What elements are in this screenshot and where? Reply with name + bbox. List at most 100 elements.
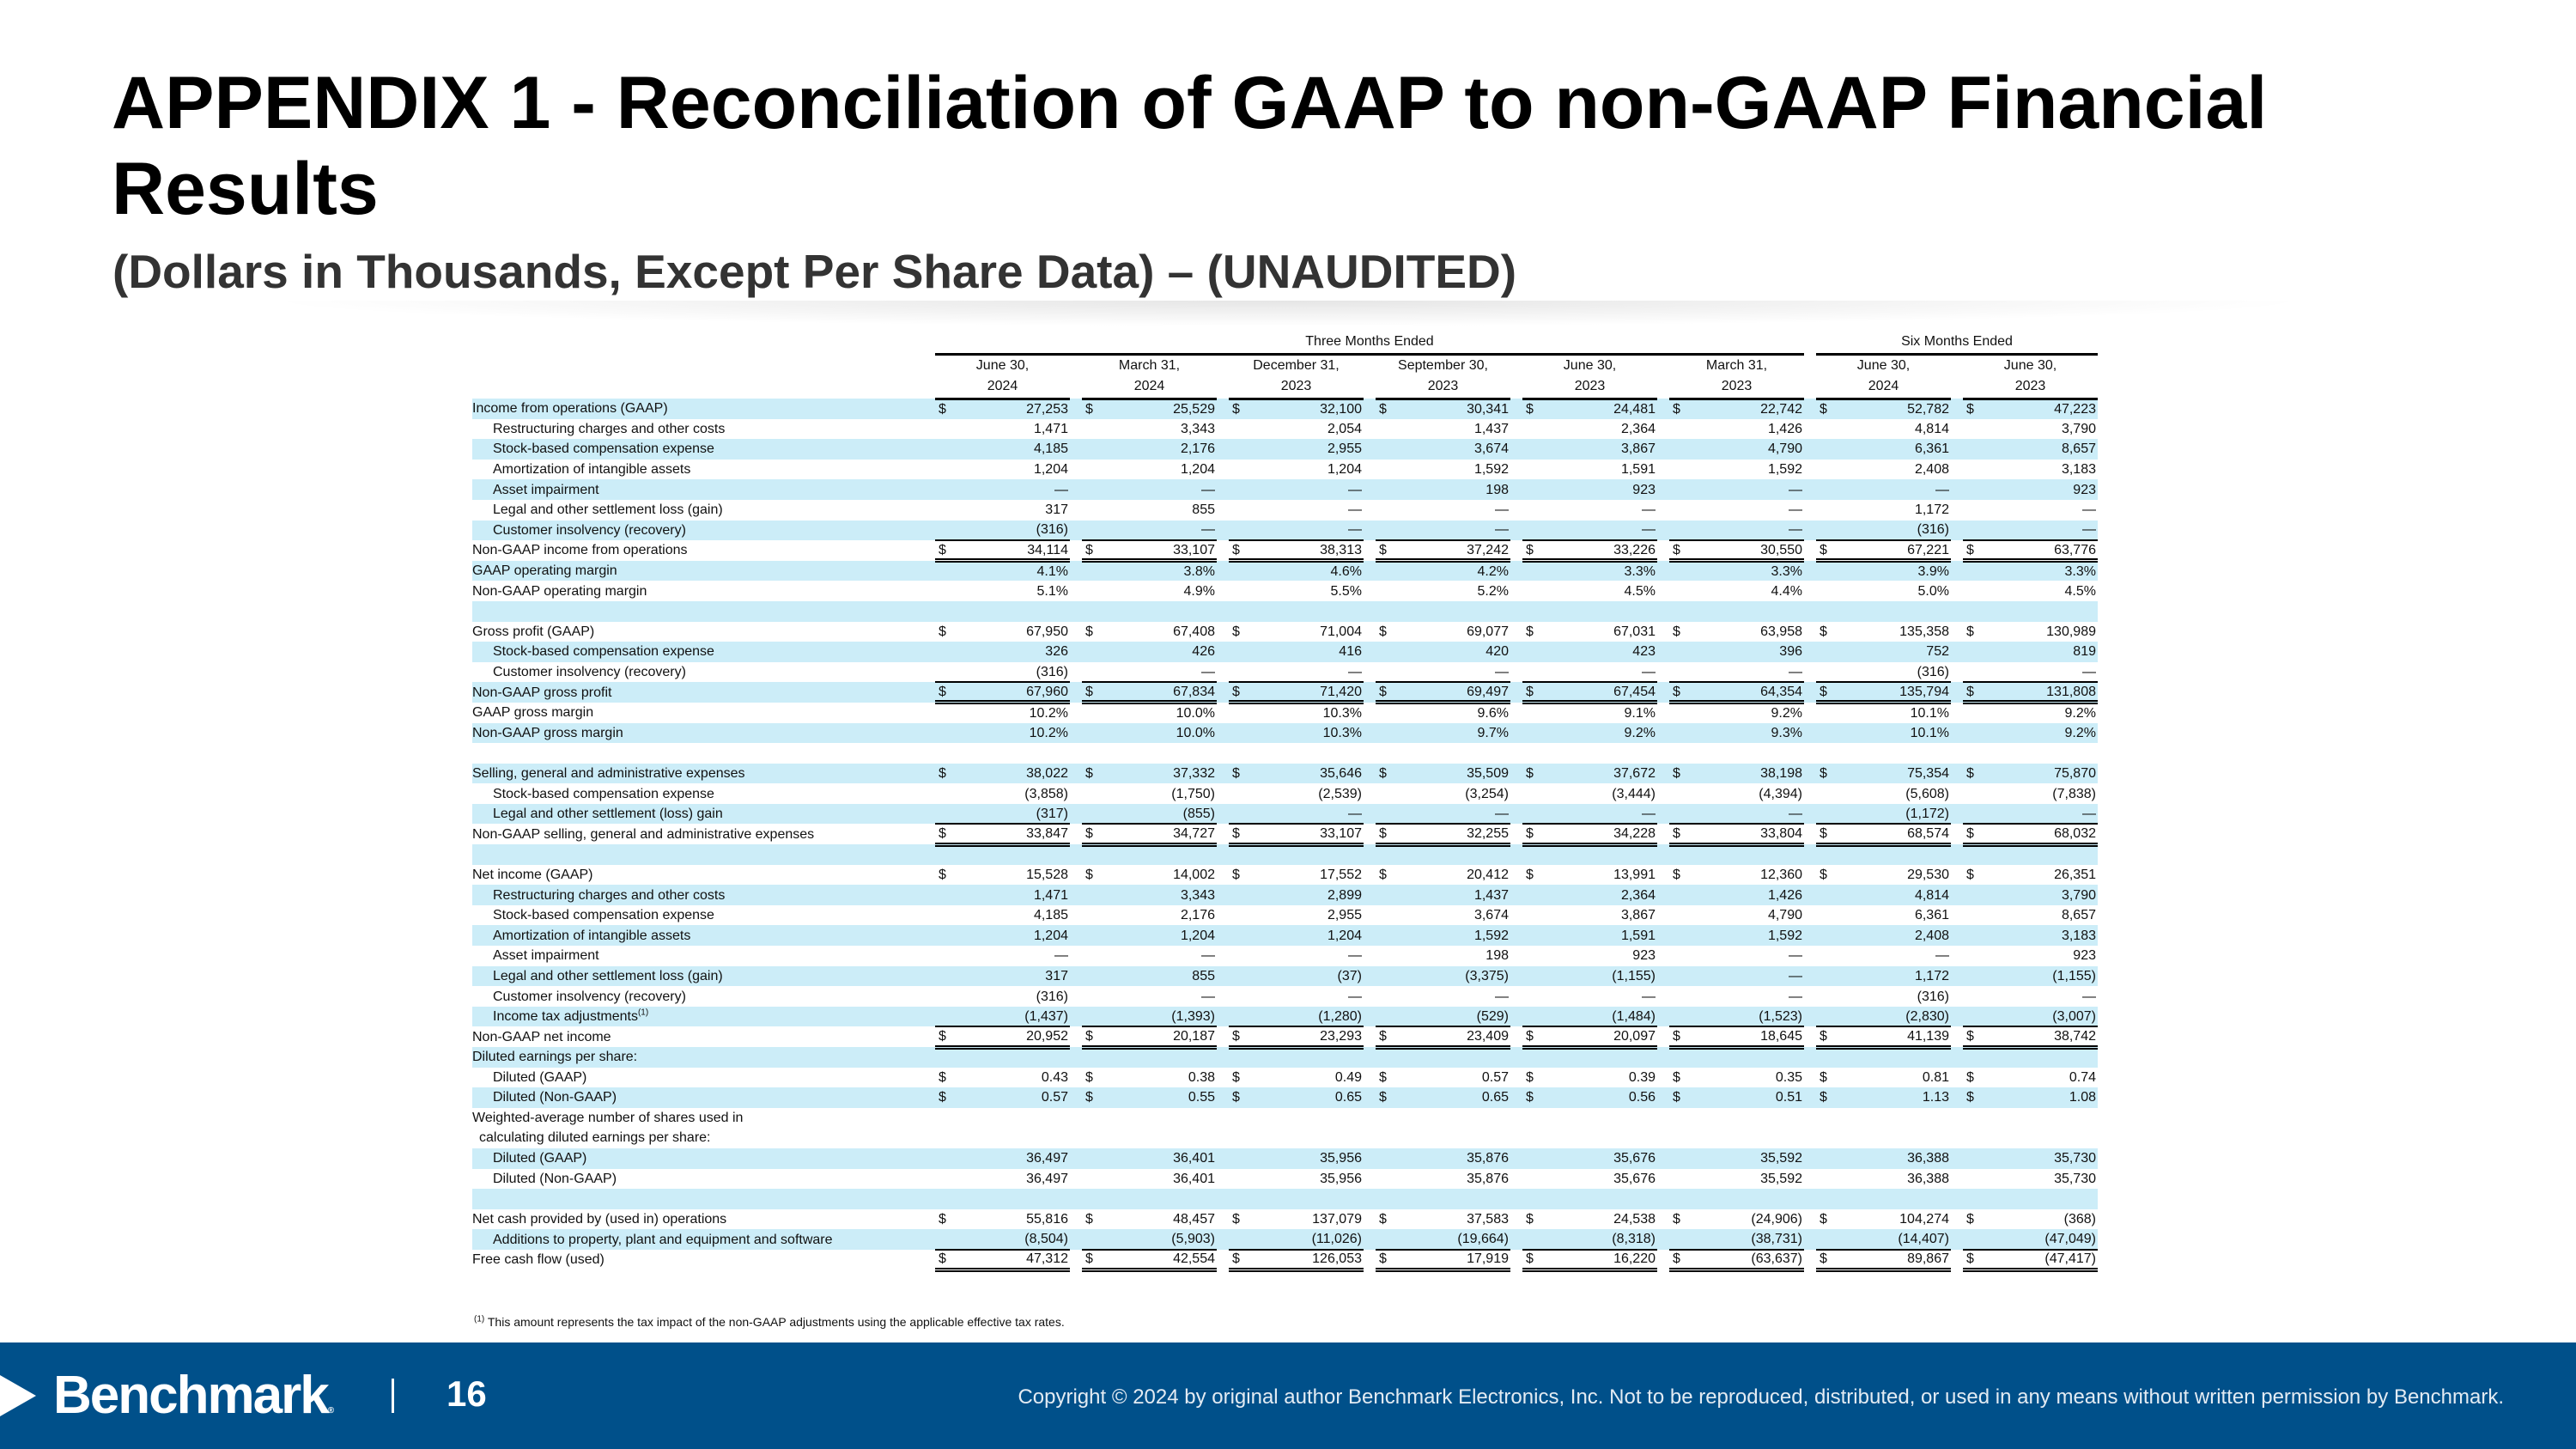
currency-symbol <box>1669 1169 1692 1190</box>
currency-symbol <box>1376 743 1398 764</box>
row-label-text: Weighted-average number of shares used i… <box>472 1110 744 1125</box>
row-label-text: Customer insolvency (recovery) <box>493 665 686 680</box>
cell-gap <box>1510 885 1522 905</box>
header-gap <box>1951 354 1963 376</box>
currency-symbol <box>1669 560 1692 581</box>
cell-gap <box>923 986 935 1007</box>
cell-value: (1,484) <box>1545 1006 1657 1028</box>
cell-value: 34,228 <box>1545 824 1657 847</box>
cell-value: 89,867 <box>1838 1249 1951 1272</box>
cell-value: 34,114 <box>957 540 1070 563</box>
cell-gap <box>1217 479 1229 500</box>
cell-value: (63,637) <box>1692 1249 1804 1272</box>
currency-symbol: $ <box>1379 1212 1387 1227</box>
column-date: June 30, <box>1522 354 1657 376</box>
cell-value <box>957 1108 1070 1148</box>
currency-symbol: $ <box>1376 1087 1398 1108</box>
column-year: 2024 <box>1816 376 1951 400</box>
row-label-text: Customer insolvency (recovery) <box>493 989 686 1004</box>
cell-gap <box>1657 460 1669 480</box>
row-label: Stock-based compensation expense <box>472 783 923 804</box>
currency-symbol <box>1376 479 1398 500</box>
currency-symbol <box>1522 419 1545 440</box>
cell-gap <box>1657 1026 1669 1047</box>
cell-gap <box>1510 986 1522 1007</box>
cell-gap <box>923 722 935 744</box>
currency-symbol <box>1816 500 1838 521</box>
cell-value: 37,242 <box>1398 540 1510 563</box>
cell-gap <box>1070 1047 1082 1068</box>
row-label-text: GAAP gross margin <box>472 705 594 721</box>
currency-symbol: $ <box>1082 763 1104 784</box>
cell-gap <box>1364 1026 1376 1047</box>
cell-gap <box>1364 1108 1376 1148</box>
cell-value: 3.3% <box>1545 560 1657 581</box>
currency-symbol: $ <box>1229 1087 1251 1108</box>
currency-symbol <box>1669 460 1692 480</box>
cell-gap <box>1804 1047 1816 1068</box>
header-gap <box>1657 376 1669 399</box>
table-row: GAAP operating margin 4.1% 3.8% 4.6% 4.2% 3.3… <box>472 560 2098 581</box>
cell-value <box>1251 743 1364 764</box>
currency-symbol: $ <box>1522 540 1545 563</box>
currency-symbol <box>935 925 957 947</box>
currency-symbol: $ <box>1229 540 1251 563</box>
cell-value: (2,830) <box>1838 1006 1951 1028</box>
cell-value: 3.3% <box>1985 560 2098 581</box>
currency-symbol <box>1963 500 1985 521</box>
cell-gap <box>1657 925 1669 947</box>
cell-gap <box>1217 560 1229 581</box>
cell-value <box>1545 1189 1657 1209</box>
cell-value: 68,574 <box>1838 824 1951 847</box>
cell-gap <box>1217 399 1229 419</box>
currency-symbol: $ <box>1669 399 1692 419</box>
currency-symbol: $ <box>1669 540 1692 563</box>
header-gap <box>1951 376 1963 399</box>
cell-gap <box>1070 763 1082 784</box>
cell-value: 1,204 <box>1104 925 1217 947</box>
cell-gap <box>1364 1068 1376 1088</box>
cell-value: 35,876 <box>1467 1171 1509 1186</box>
cell-value <box>1251 844 1364 865</box>
cell-gap <box>1070 824 1082 844</box>
cell-gap <box>1951 844 1963 865</box>
cell-gap <box>1804 763 1816 784</box>
cell-gap <box>1951 479 1963 500</box>
currency-symbol <box>1082 419 1104 440</box>
currency-symbol <box>1963 439 1985 460</box>
cell-value: (47,417) <box>1985 1249 2098 1272</box>
cell-gap <box>1070 439 1082 460</box>
currency-symbol: $ <box>1376 1249 1398 1272</box>
cell-value <box>1251 1108 1364 1148</box>
currency-symbol: $ <box>1522 399 1545 419</box>
cell-value: 1.13 <box>1838 1087 1951 1108</box>
row-label-text: Non-GAAP gross profit <box>472 685 612 700</box>
currency-symbol <box>1376 1047 1398 1068</box>
cell-value: 9.1% <box>1624 706 1656 721</box>
currency-symbol <box>1082 783 1104 804</box>
cell-gap <box>1657 1148 1669 1169</box>
cell-gap <box>1217 682 1229 703</box>
cell-gap <box>1217 703 1229 723</box>
cell-value: 36,388 <box>1838 1148 1951 1169</box>
cell-gap <box>1657 1169 1669 1190</box>
table-row: Diluted (GAAP) $0.43 $0.38 $0.49 $0.57 $0.39 $… <box>472 1068 2098 1088</box>
row-label <box>472 844 923 865</box>
currency-symbol: $ <box>935 1026 957 1050</box>
cell-gap <box>1657 540 1669 561</box>
currency-symbol <box>1522 1148 1545 1169</box>
currency-symbol <box>1229 581 1251 601</box>
currency-symbol <box>1229 500 1251 521</box>
currency-symbol <box>1229 479 1251 500</box>
currency-symbol <box>1229 722 1251 744</box>
cell-value: — <box>1985 661 2098 684</box>
cell-value: 135,358 <box>1899 624 1949 639</box>
cell-gap <box>923 743 935 764</box>
cell-gap <box>1657 1250 1669 1270</box>
table-row: Legal and other settlement loss (gain) 31… <box>472 500 2098 521</box>
cell-value: 326 <box>957 642 1070 662</box>
cell-gap <box>1510 500 1522 521</box>
row-label-text: Selling, general and administrative expe… <box>472 765 745 781</box>
currency-symbol: $ <box>1229 1026 1251 1050</box>
cell-gap <box>1951 682 1963 703</box>
